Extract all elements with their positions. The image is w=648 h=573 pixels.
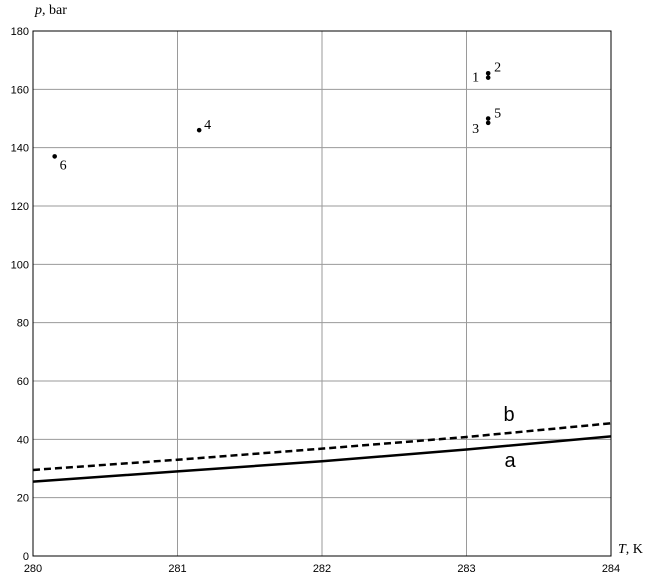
data-point-label-5: 5 <box>494 107 501 122</box>
data-point-6 <box>52 154 57 159</box>
series-label-b: b <box>503 404 514 426</box>
x-axis-unit: , K <box>626 542 643 557</box>
x-axis-symbol: T <box>618 542 627 557</box>
y-tick-label: 40 <box>17 434 29 446</box>
y-tick-label: 120 <box>11 201 29 213</box>
data-point-2 <box>485 70 491 76</box>
series-lines: ab <box>32 404 612 483</box>
data-point-label-6: 6 <box>60 158 67 173</box>
grid <box>33 31 611 556</box>
data-point-4 <box>196 127 202 133</box>
y-tick-label: 180 <box>11 26 29 38</box>
x-tick-label: 284 <box>602 563 620 573</box>
data-points: 12 3 4 5 6 <box>52 60 501 173</box>
plot-frame <box>32 30 612 557</box>
x-tick-label: 283 <box>457 563 475 573</box>
series-line-b <box>32 422 612 472</box>
data-point-3 <box>485 120 491 126</box>
data-point-1 <box>485 75 491 80</box>
data-point-label-3: 3 <box>472 122 479 137</box>
y-tick-labels: 0 20 40 60 80 100 120 140 160 180 <box>11 26 29 563</box>
y-tick-label: 60 <box>17 376 29 388</box>
series-label-a: a <box>504 450 516 472</box>
series-line-a <box>32 435 612 483</box>
y-tick-label: 0 <box>23 551 29 563</box>
x-tick-labels: 280 281 282 283 284 <box>24 563 620 573</box>
x-tick-label: 280 <box>24 563 42 573</box>
data-point-label-1: 1 <box>472 71 479 86</box>
y-tick-label: 100 <box>11 259 29 271</box>
y-axis-label: p, bar <box>34 3 67 18</box>
y-tick-label: 140 <box>11 143 29 155</box>
data-point-label-4: 4 <box>204 118 211 133</box>
data-point-5 <box>485 116 491 121</box>
x-tick-label: 281 <box>168 563 186 573</box>
x-tick-label: 282 <box>313 563 331 573</box>
y-axis-symbol: p <box>34 3 42 18</box>
y-tick-label: 160 <box>11 84 29 96</box>
y-tick-label: 20 <box>17 493 29 505</box>
x-axis-label: T, K <box>618 542 643 557</box>
y-tick-label: 80 <box>17 318 29 330</box>
y-axis-unit: , bar <box>42 3 67 18</box>
data-point-label-2: 2 <box>494 60 501 75</box>
